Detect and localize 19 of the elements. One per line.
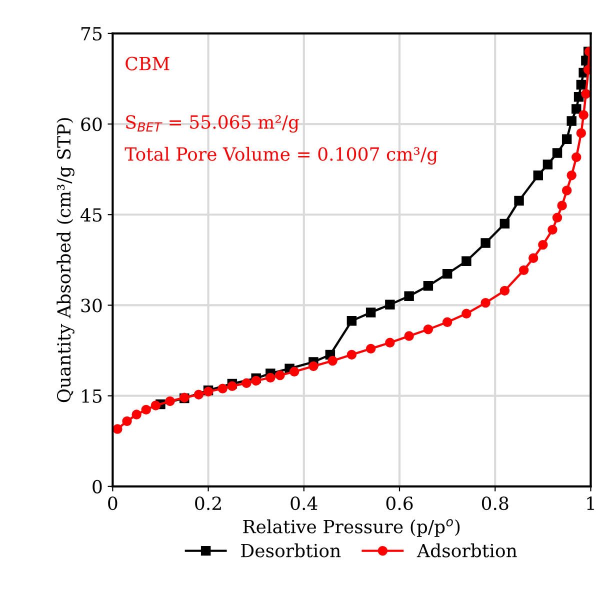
annotation: Total Pore Volume = 0.1007 cm³/g bbox=[124, 146, 438, 165]
x-tick-label: 0.2 bbox=[195, 496, 221, 510]
legend-label: Desorbtion bbox=[241, 543, 341, 558]
y-tick-label: 75 bbox=[81, 27, 102, 41]
y-tick-label: 15 bbox=[82, 389, 102, 403]
y-axis-title: Quantity Absorbed (cm³/g STP) bbox=[56, 118, 74, 402]
x-tick-label: 0 bbox=[108, 496, 118, 510]
x-tick-label: 1 bbox=[587, 496, 594, 510]
y-tick-label: 30 bbox=[81, 298, 102, 312]
y-tick-label: 0 bbox=[92, 480, 102, 494]
y-tick-label: 45 bbox=[80, 208, 102, 222]
y-tick-label: 60 bbox=[81, 117, 102, 132]
x-tick-label: 0.4 bbox=[290, 496, 318, 510]
legend-label: Adsorbtion bbox=[416, 543, 517, 558]
x-axis-title: Relative Pressure (p/p$^{o}$) bbox=[243, 519, 460, 537]
annotation: S$_{BET}$ = 55.065 m²/g bbox=[126, 115, 300, 133]
annotation: CBM bbox=[126, 56, 170, 70]
x-tick-label: 0.8 bbox=[482, 496, 508, 510]
x-tick-label: 0.6 bbox=[386, 496, 413, 510]
